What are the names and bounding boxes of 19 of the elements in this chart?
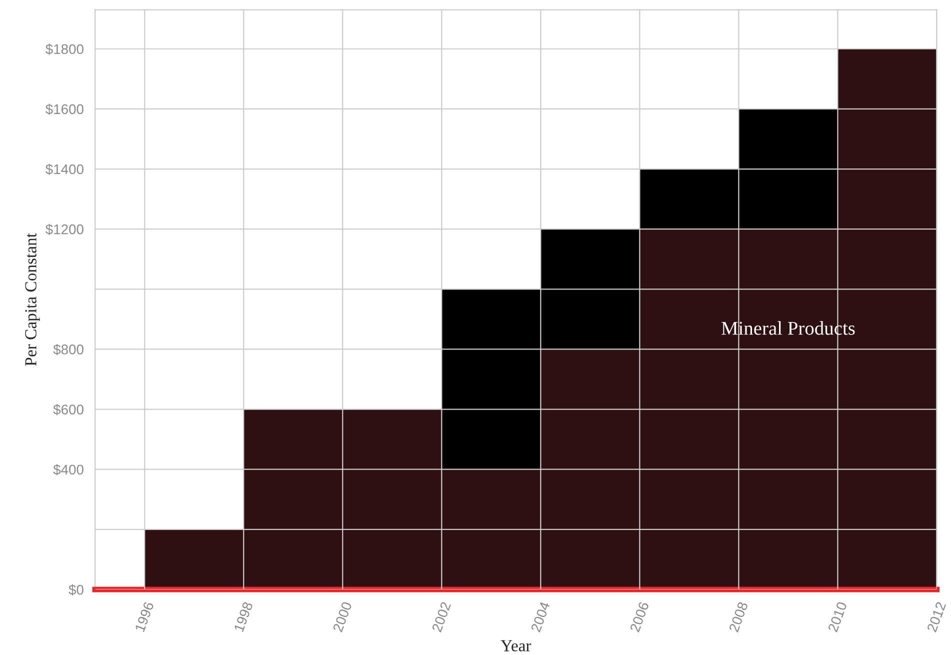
y-tick-label: $400 [53, 464, 84, 476]
x-tick-label: 2008 [728, 601, 748, 632]
x-tick-label: 2010 [828, 601, 848, 632]
x-tick-label: 2002 [432, 601, 452, 632]
y-tick-label: $0 [68, 584, 84, 596]
x-tick-label: 1998 [234, 601, 254, 632]
y-tick-label: $600 [53, 404, 84, 416]
x-tick-label: 2006 [630, 601, 650, 632]
y-tick-label: $1400 [46, 164, 84, 176]
x-tick-label: 2000 [332, 601, 352, 632]
x-tick-label: 2012 [926, 601, 946, 632]
y-tick-label: $1200 [46, 224, 84, 236]
x-tick-label: 1996 [134, 601, 154, 632]
y-tick-label: $1600 [46, 104, 84, 115]
y-tick-label: $800 [53, 344, 84, 356]
x-axis-title: Year [500, 640, 532, 652]
y-axis-title: Per Capita Constant [25, 233, 40, 366]
y-tick-label: $1800 [46, 44, 84, 55]
x-tick-label: 2004 [530, 601, 550, 632]
